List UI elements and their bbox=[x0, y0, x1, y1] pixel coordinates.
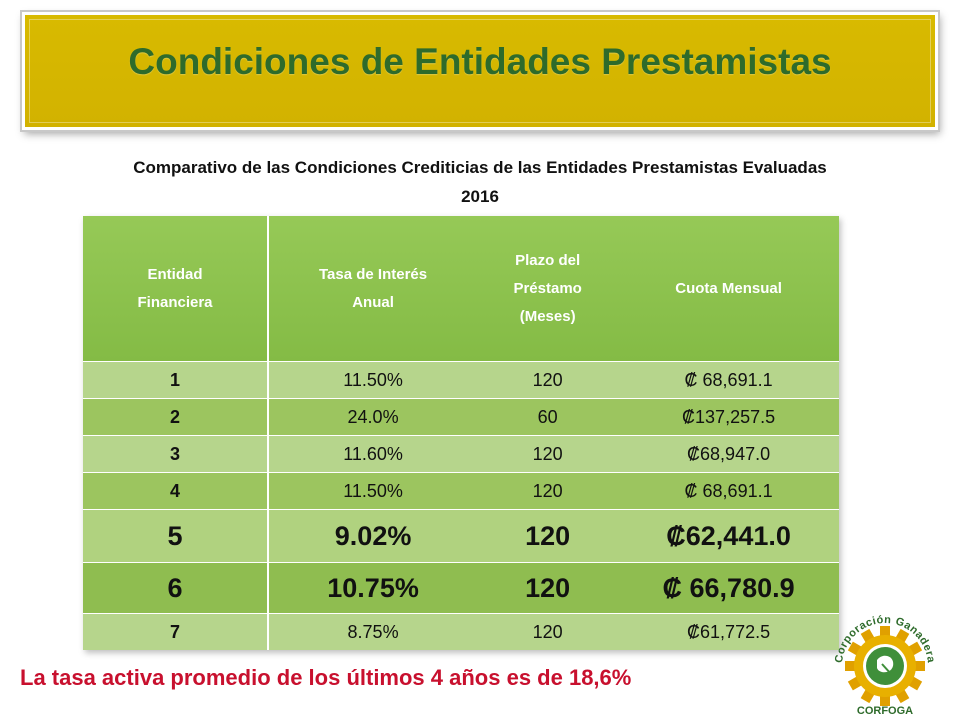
header-tasa-line-2: Anual bbox=[352, 293, 394, 311]
cell-entidad: 5 bbox=[83, 509, 269, 563]
cell-entidad: 4 bbox=[83, 472, 269, 510]
cell-cuota: ₡ 68,691.1 bbox=[618, 361, 839, 399]
cell-tasa: 11.50% bbox=[268, 472, 478, 510]
lender-conditions-table: Entidad Financiera Tasa de Interés Anual… bbox=[83, 216, 839, 650]
cell-tasa: 9.02% bbox=[268, 509, 478, 563]
cell-plazo: 60 bbox=[477, 398, 619, 436]
header-entidad-financiera: Entidad Financiera bbox=[83, 216, 269, 362]
cell-entidad: 2 bbox=[83, 398, 269, 436]
cell-tasa: 8.75% bbox=[268, 613, 478, 650]
logo-bottom-text: CORFOGA bbox=[857, 705, 913, 717]
cell-plazo: 120 bbox=[477, 361, 619, 399]
header-plazo-line-2: Préstamo bbox=[513, 279, 582, 297]
table-caption-line-2: 2016 bbox=[461, 187, 499, 206]
corfoga-gear-logo-icon: Corporación Ganadera CORFOGA bbox=[833, 614, 937, 717]
header-cuota-line-1: Cuota Mensual bbox=[675, 279, 782, 297]
cell-cuota: ₡62,441.0 bbox=[618, 509, 839, 563]
header-tasa-line-1: Tasa de Interés bbox=[319, 265, 428, 283]
cell-tasa: 11.50% bbox=[268, 361, 478, 399]
table-row: 4 11.50% 120 ₡ 68,691.1 bbox=[83, 472, 839, 510]
table-row: 1 11.50% 120 ₡ 68,691.1 bbox=[83, 361, 839, 399]
cell-plazo: 120 bbox=[477, 472, 619, 510]
header-entidad-line-1: Entidad bbox=[147, 265, 203, 283]
table-row-highlighted: 5 9.02% 120 ₡62,441.0 bbox=[83, 509, 839, 563]
header-cuota-mensual: Cuota Mensual bbox=[618, 216, 839, 362]
cell-entidad: 6 bbox=[83, 562, 269, 614]
header-tasa-interes: Tasa de Interés Anual bbox=[268, 216, 478, 362]
cell-cuota: ₡ 66,780.9 bbox=[618, 562, 839, 614]
cell-entidad: 7 bbox=[83, 613, 269, 650]
table-row-highlighted: 6 10.75% 120 ₡ 66,780.9 bbox=[83, 562, 839, 614]
table-row: 7 8.75% 120 ₡61,772.5 bbox=[83, 613, 839, 650]
cell-plazo: 120 bbox=[477, 435, 619, 473]
cell-plazo: 120 bbox=[477, 509, 619, 563]
cell-entidad: 1 bbox=[83, 361, 269, 399]
table-caption: Comparativo de las Condiciones Creditici… bbox=[20, 153, 940, 211]
average-rate-note: La tasa activa promedio de los últimos 4… bbox=[20, 665, 632, 690]
header-plazo-prestamo: Plazo del Préstamo (Meses) bbox=[477, 216, 619, 362]
cell-entidad: 3 bbox=[83, 435, 269, 473]
cell-tasa: 10.75% bbox=[268, 562, 478, 614]
cell-cuota: ₡ 68,691.1 bbox=[618, 472, 839, 510]
header-plazo-line-1: Plazo del bbox=[515, 251, 581, 269]
cell-tasa: 24.0% bbox=[268, 398, 478, 436]
table-row: 3 11.60% 120 ₡68,947.0 bbox=[83, 435, 839, 473]
cell-plazo: 120 bbox=[477, 562, 619, 614]
title-banner: Condiciones de Entidades Prestamistas bbox=[22, 12, 938, 130]
table-header-row: Entidad Financiera Tasa de Interés Anual… bbox=[83, 216, 839, 362]
title-banner-inner-border bbox=[29, 19, 931, 123]
table-caption-line-1: Comparativo de las Condiciones Creditici… bbox=[133, 158, 827, 177]
header-plazo-line-3: (Meses) bbox=[519, 307, 576, 325]
header-entidad-line-2: Financiera bbox=[137, 293, 213, 311]
page-title: Condiciones de Entidades Prestamistas bbox=[128, 41, 832, 82]
cell-tasa: 11.60% bbox=[268, 435, 478, 473]
cell-cuota: ₡61,772.5 bbox=[618, 613, 839, 650]
cell-cuota: ₡137,257.5 bbox=[618, 398, 839, 436]
cell-cuota: ₡68,947.0 bbox=[618, 435, 839, 473]
cell-plazo: 120 bbox=[477, 613, 619, 650]
table-row: 2 24.0% 60 ₡137,257.5 bbox=[83, 398, 839, 436]
